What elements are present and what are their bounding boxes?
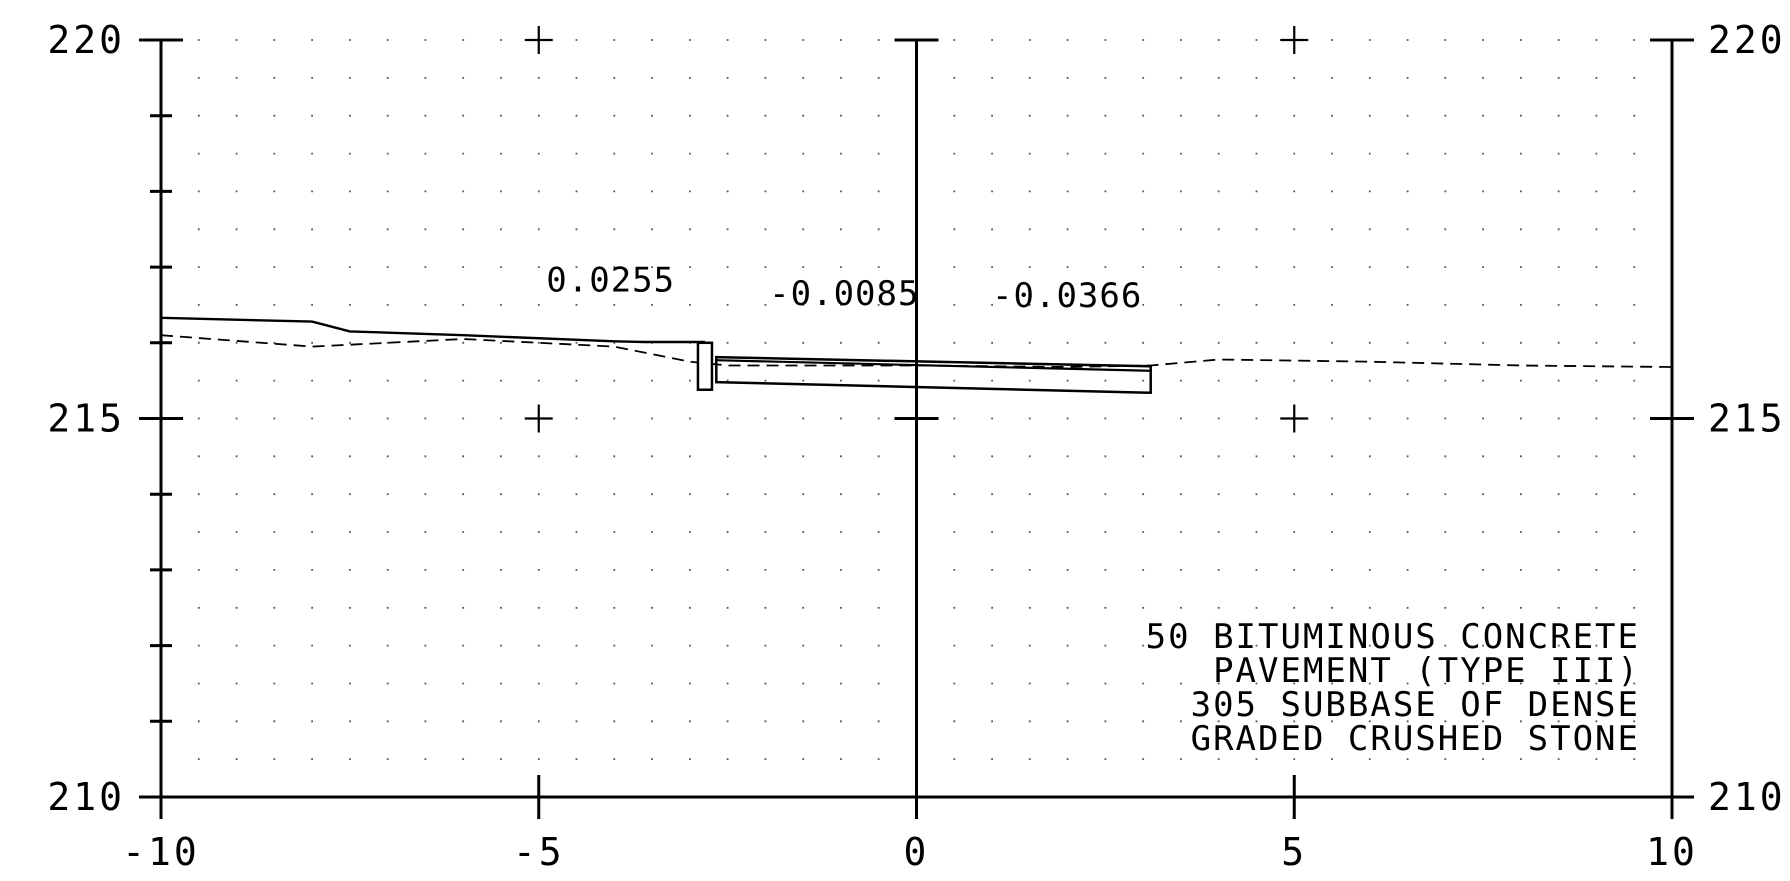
y-tick-label-left: 220	[47, 18, 125, 62]
note-line: 50 BITUMINOUS CONCRETE	[1146, 617, 1640, 657]
pavement-section	[715, 355, 1152, 395]
slope-label: -0.0085	[769, 274, 919, 314]
axis-tick-labels: 210 210 215 215 220 220 -10 -5 0 5 10	[47, 18, 1786, 874]
proposed-surface-line	[160, 316, 705, 344]
x-tick-label: 0	[904, 830, 930, 874]
slope-labels: 0.0255 -0.0085 -0.0366	[546, 260, 1142, 316]
note-line: 305 SUBBASE OF DENSE	[1191, 685, 1640, 725]
y-tick-label-left: 215	[47, 397, 125, 441]
x-tick-label: 10	[1646, 830, 1698, 874]
grid-cross	[524, 26, 553, 54]
axis-ticks	[139, 38, 1694, 819]
pavement-layer-line	[716, 359, 1151, 372]
slope-label: 0.0255	[546, 260, 675, 300]
x-tick-label: 5	[1281, 830, 1307, 874]
grid-cross	[1280, 26, 1309, 54]
y-tick-label-left: 210	[47, 775, 125, 819]
y-tick-label-right: 210	[1708, 775, 1786, 819]
x-tick-label: -5	[513, 830, 565, 874]
note-line: PAVEMENT (TYPE III)	[1213, 651, 1640, 691]
section-profiles	[160, 316, 1673, 395]
note-line: GRADED CRUSHED STONE	[1191, 719, 1640, 759]
x-tick-label: -10	[122, 830, 200, 874]
curb	[696, 341, 714, 391]
slope-label: -0.0366	[992, 276, 1142, 316]
grid-cross	[1280, 404, 1309, 433]
y-tick-label-right: 220	[1708, 18, 1786, 62]
grid-cross	[524, 404, 553, 433]
grid-crosses	[524, 26, 1309, 433]
y-tick-label-right: 215	[1708, 397, 1786, 441]
